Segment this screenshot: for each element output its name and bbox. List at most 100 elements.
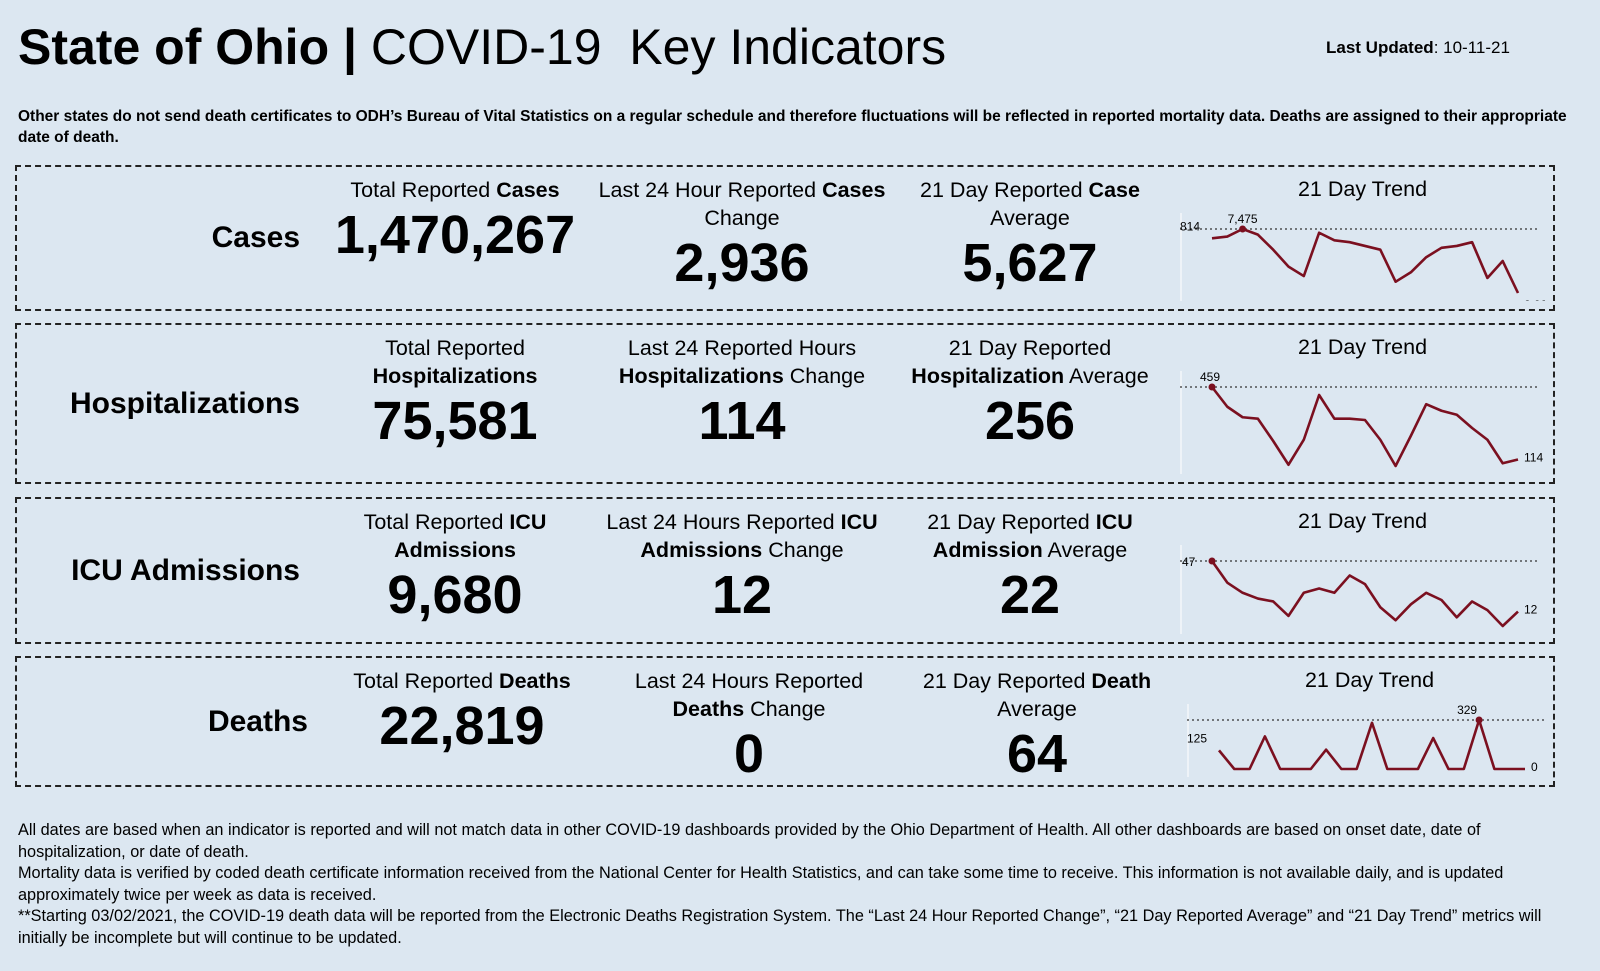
trend-line (1210, 560, 1519, 628)
trend-line (1210, 386, 1519, 468)
text-segment: Total Reported (385, 336, 525, 360)
text-segment: Last 24 Hour Reported (598, 178, 823, 202)
text-segment: Last 24 Hours Reported (606, 510, 841, 534)
row-label: Deaths (207, 704, 308, 738)
text-segment: Total Reported (350, 178, 497, 202)
last-updated: Last Updated: 10-11-21 (1326, 38, 1510, 58)
row-label: ICU Admissions (71, 553, 300, 587)
metric: Total Reported Hospitalizations 75,581 (305, 334, 605, 452)
max-point (1239, 225, 1247, 233)
metric: Total Reported Cases 1,470,267 (305, 176, 605, 266)
trend-title: 21 Day Trend (1297, 335, 1428, 359)
text-segment: Total Reported (363, 510, 510, 534)
trend-line (1217, 718, 1525, 771)
metric-value: 114 (698, 391, 786, 451)
trend-title: 21 Day Trend (1297, 177, 1428, 201)
metric: Last 24 Hours Reported ICU Admissions Ch… (592, 508, 892, 626)
text-segment: Deaths (499, 669, 571, 693)
metric-value: 12 (711, 565, 773, 625)
text-segment: Cases (822, 178, 886, 202)
metric-value: 75,581 (372, 391, 538, 451)
text-segment: 21 Day Reported (920, 178, 1089, 202)
metric: Last 24 Hour Reported Cases Change 2,936 (592, 176, 892, 294)
text-segment: : 10-11-21 (1433, 38, 1510, 57)
metric: Last 24 Reported Hours Hospitalizations … (592, 334, 892, 452)
notice: Other states do not send death certifica… (18, 108, 1567, 146)
trend-value-label: 6,814 (1180, 219, 1200, 233)
metric-value: 64 (1006, 724, 1068, 784)
trend-value-label: 0 (1531, 760, 1538, 774)
metric-value: 1,470,267 (334, 205, 576, 265)
text-segment: Average (1064, 364, 1149, 388)
row-box (15, 323, 1555, 484)
metric-value: 5,627 (962, 233, 1098, 293)
trend-value-label: 459 (1200, 371, 1220, 384)
metric: Last 24 Hours Reported Deaths Change 0 (599, 667, 899, 785)
metric-value: 9,680 (387, 565, 523, 625)
metric-label: Total Reported Deaths (312, 667, 612, 695)
metric: Total Reported Deaths 22,819 (312, 667, 612, 757)
text-segment: Cases (496, 178, 560, 202)
metric-value: 22 (999, 565, 1061, 625)
footer: All dates are based when an indicator is… (18, 820, 1588, 949)
metric: 21 Day Reported Case Average 5,627 (880, 176, 1180, 294)
text-segment: Hospitalizations (618, 364, 784, 388)
metric-label: Total Reported ICU Admissions (305, 508, 605, 564)
max-point (1475, 716, 1483, 724)
footer-paragraph: All dates are based when an indicator is… (18, 821, 1481, 861)
metric-label: 21 Day Reported Hospitalization Average (880, 334, 1180, 390)
row-label: Hospitalizations (69, 386, 300, 420)
metric: 21 Day Reported ICU Admission Average 22 (880, 508, 1180, 626)
metric-label: Total Reported Hospitalizations (305, 334, 605, 390)
text-segment: Hospitalizations (372, 364, 538, 388)
trend-title: 21 Day Trend (1304, 668, 1435, 692)
text-segment: 21 Day Reported (927, 510, 1096, 534)
row-box (15, 497, 1555, 644)
footer-paragraph: Mortality data is verified by coded deat… (18, 864, 1504, 904)
trend-value-label: 329 (1457, 704, 1477, 717)
max-point (1208, 383, 1216, 391)
text-segment: Change (762, 538, 844, 562)
metric: 21 Day Reported Hospitalization Average 2… (880, 334, 1180, 452)
footer-paragraph: **Starting 03/02/2021, the COVID-19 deat… (18, 907, 1542, 947)
metric-label: Total Reported Cases (305, 176, 605, 204)
metric-label: Last 24 Reported Hours Hospitalizations … (592, 334, 892, 390)
row-box (15, 165, 1555, 311)
trend-value-label: 125 (1187, 731, 1207, 745)
text-segment: ICU Admissions (640, 510, 878, 562)
text-segment: Change (783, 364, 866, 388)
text-segment: 21 Day Reported (948, 336, 1112, 360)
text-segment: 21 Day Reported (922, 669, 1092, 693)
metric-label: Last 24 Hour Reported Cases Change (592, 176, 892, 232)
text-segment: ICU Admissions (394, 510, 547, 562)
trend-line (1211, 227, 1520, 294)
text-segment: Last 24 Reported Hours (627, 336, 857, 360)
sparkline: 6,814 7,475 2,936 (1180, 213, 1545, 301)
text-segment: State of Ohio | (18, 19, 371, 75)
text-segment: Average (1042, 538, 1128, 562)
trend-value-label: 7,475 (1228, 213, 1258, 226)
row-box (15, 656, 1555, 787)
metric-label: Last 24 Hours Reported Deaths Change (599, 667, 899, 723)
text-segment: Last Updated (1326, 38, 1434, 57)
metric-value: 256 (984, 391, 1076, 451)
metric-label: 21 Day Reported Case Average (880, 176, 1180, 232)
title: State of Ohio | COVID-19 Key Indicators (18, 18, 946, 76)
text-segment: Change (704, 206, 780, 230)
trend-value-label: 12 (1524, 603, 1538, 617)
text-segment: Deaths (672, 697, 745, 721)
max-point (1208, 557, 1216, 565)
text-segment: Last 24 Hours Reported (634, 669, 864, 693)
text-segment: Total Reported (353, 669, 500, 693)
text-segment: Average (990, 206, 1070, 230)
text-segment: COVID-19 Key Indicators (370, 19, 947, 75)
metric: 21 Day Reported Death Average 64 (887, 667, 1187, 785)
metric-label: 21 Day Reported Death Average (887, 667, 1187, 723)
sparkline: 459 114 (1180, 371, 1543, 474)
sparkline: 125 329 0 (1187, 704, 1547, 777)
trend-value-label: 2,936 (1524, 298, 1545, 301)
sparkline: 47 12 (1180, 545, 1540, 634)
metric-value: 2,936 (674, 233, 810, 293)
text-segment: Death (1091, 669, 1152, 693)
